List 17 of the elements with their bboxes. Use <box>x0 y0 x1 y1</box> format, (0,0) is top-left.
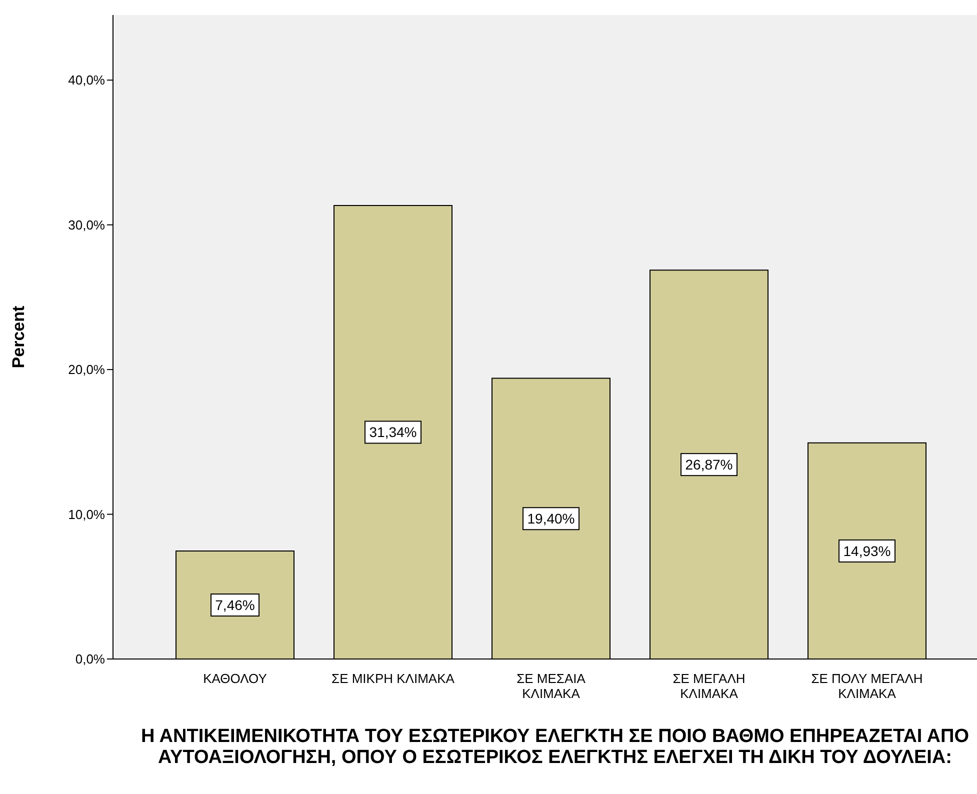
data-label: 31,34% <box>369 424 417 440</box>
x-axis-title: Η ΑΝΤΙΚΕΙΜΕΝΙΚΟΤΗΤΑ ΤΟΥ ΕΣΩΤΕΡΙΚΟΥ ΕΛΕΓΚΤΗ ΣΕ ΠΟΙΟ ΒΑΘΜΟ ΕΠΗΡΕΑΖΕΤΑΙ ΑΠΟ ΑΥΤΟΑΞΙΟΛΟΓΗΣΗ, ΟΠΟΥ Ο ΕΣΩΤΕΡΙΚΟΣ ΕΛΕΓΚΤΗΣ ΕΛΕΓΧΕΙ ΤΗ ΔΙΚΗ ΤΟΥ ΔΟΥΛΕΙΑ: <box>140 726 970 768</box>
x-tick-label: ΣΕ ΜΕΓΑΛΗ ΚΛΙΜΑΚΑ <box>672 671 746 701</box>
data-label: 26,87% <box>685 456 733 473</box>
y-tick-label: 10,0% <box>68 506 106 522</box>
y-tick-label: 30,0% <box>68 217 106 232</box>
data-label: 7,46% <box>215 597 255 614</box>
y-axis-title: Percent <box>9 305 28 368</box>
x-tick-label: ΣΕ ΜΕΣΑΙΑ ΚΛΙΜΑΚΑ <box>516 671 586 701</box>
x-tick-label: ΣΕ ΠΟΛΥ ΜΕΓΑΛΗ ΚΛΙΜΑΚΑ <box>811 671 923 701</box>
y-tick-label: 40,0% <box>68 72 106 88</box>
y-tick-label: 0,0% <box>75 652 106 667</box>
data-label: 19,40% <box>527 510 575 527</box>
y-tick-label: 20,0% <box>68 362 106 378</box>
data-label: 14,93% <box>843 542 891 559</box>
x-tick-label: ΚΑΘΟΛΟΥ <box>203 671 268 686</box>
x-tick-label: ΣΕ ΜΙΚΡΗ ΚΛΙΜΑΚΑ <box>332 671 455 686</box>
